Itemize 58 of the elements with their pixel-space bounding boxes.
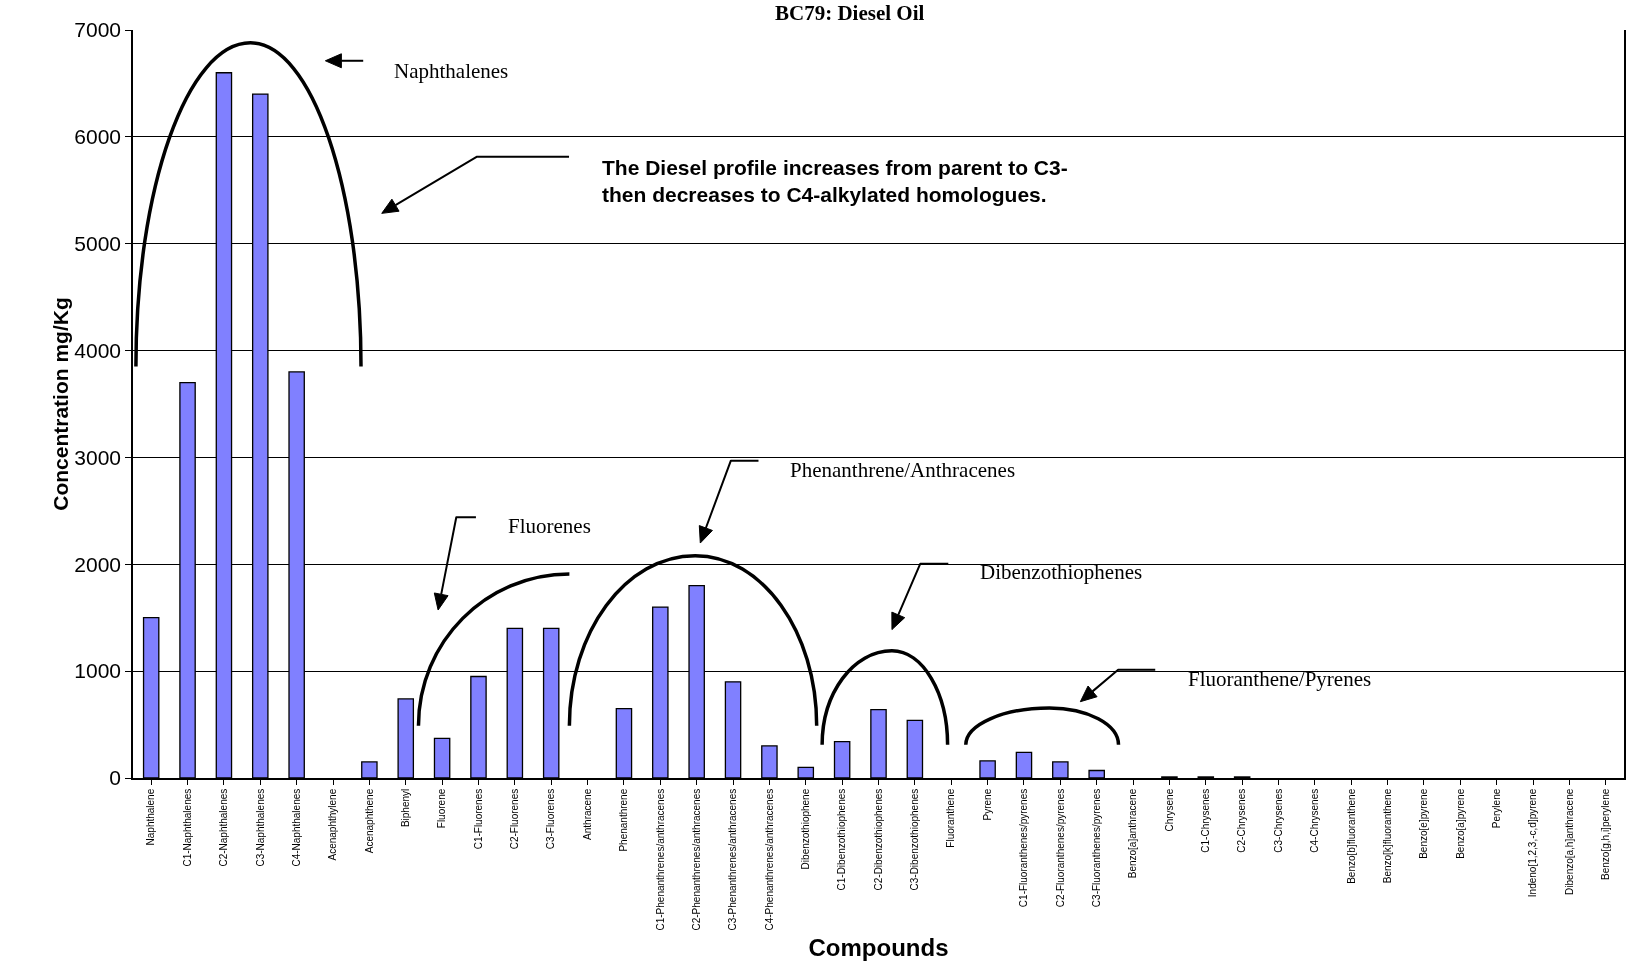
x-tick-label: Naphthalene [145, 788, 157, 846]
x-tick-label: Dibenzothiophene [800, 788, 812, 870]
x-tick-label: Dibenzo[a,h]anthracene [1563, 788, 1575, 895]
y-tick-label: 7000 [74, 18, 122, 42]
x-tick-label: Indeno[1,2,3,-c,d]pyrene [1527, 788, 1539, 898]
y-tick-label: 5000 [74, 232, 122, 256]
x-tick-label: C3-Phenanthrenes/anthracenes [727, 788, 739, 931]
y-tick-label: 2000 [74, 552, 122, 576]
x-tick-label: C1-Fluoranthenes/pyrenes [1018, 788, 1030, 908]
annotation: Fluorenes [508, 514, 591, 538]
x-tick-label: C2-Fluoranthenes/pyrenes [1054, 788, 1066, 908]
x-tick-label: Fluoranthene [945, 788, 957, 848]
x-tick-label: Benzo[b]fluoranthene [1345, 788, 1357, 884]
y-axis-title: Concentration mg/Kg [49, 297, 73, 511]
x-tick-label: Chrysene [1163, 788, 1175, 832]
annotation: Dibenzothiophenes [980, 560, 1143, 584]
x-tick-label: Phenanthrene [618, 788, 630, 852]
y-tick-label: 3000 [74, 445, 122, 469]
x-tick-label: C4-Naphthalenes [290, 788, 302, 867]
y-tick-label: 0 [109, 766, 122, 790]
x-tick-label: Anthracene [581, 788, 593, 840]
annotation: Naphthalenes [394, 59, 509, 83]
x-tick-label: C4-Phenanthrenes/anthracenes [763, 788, 775, 931]
chart-title: BC79: Diesel Oil [775, 0, 925, 25]
x-tick-label: C2-Fluorenes [509, 788, 521, 850]
annotation: Fluoranthene/Pyrenes [1188, 667, 1372, 691]
y-tick-label: 6000 [74, 125, 122, 149]
x-tick-label: Biphenyl [399, 788, 411, 828]
x-tick-label: C1-Dibenzothiophenes [836, 788, 848, 891]
x-tick-label: C2-Naphthalenes [218, 788, 230, 867]
x-tick-label: Fluorene [436, 788, 448, 829]
x-axis-title: Compounds [808, 934, 949, 962]
x-tick-label: C3-Fluorenes [545, 788, 557, 850]
x-tick-label: C3-Naphthalenes [254, 788, 266, 867]
x-tick-label: Pyrene [981, 788, 993, 821]
x-tick-label: C3-Dibenzothiophenes [909, 788, 921, 891]
x-tick-label: C4-Chrysenes [1309, 788, 1321, 853]
x-tick-label: C1-Naphthalenes [181, 788, 193, 867]
x-tick-label: Benzo[e]pyrene [1418, 788, 1430, 859]
y-tick-label: 4000 [74, 338, 122, 362]
y-tick-label: 1000 [74, 659, 122, 683]
x-tick-label: Benzo[g,h,i]perylene [1600, 788, 1612, 880]
x-tick-label: C1-Fluorenes [472, 788, 484, 850]
x-tick-label: C3-Fluoranthenes/pyrenes [1090, 788, 1102, 908]
x-tick-label: Perylene [1490, 788, 1502, 829]
x-tick-label: C2-Phenanthrenes/anthracenes [690, 788, 702, 931]
x-tick-label: Acenaphthene [363, 788, 375, 854]
x-tick-label: C3-Chrysenes [1272, 788, 1284, 853]
x-tick-label: Benzo[k]fluoranthene [1381, 788, 1393, 884]
x-tick-label: Benzo[a]pyrene [1454, 788, 1466, 859]
annotation: The Diesel profile increases from parent to C3- then decreases to C4-alkylated homologues. [602, 156, 1068, 207]
x-tick-label: C1-Chrysenes [1200, 788, 1212, 853]
x-tick-label: C2-Chrysenes [1236, 788, 1248, 853]
x-tick-label: C1-Phenanthrenes/anthracenes [654, 788, 666, 931]
x-tick-label: Acenaphthylene [327, 788, 339, 861]
annotation: Phenanthrene/Anthracenes [790, 458, 1016, 482]
x-tick-label: Benzo[a]anthracene [1127, 788, 1139, 879]
x-tick-label: C2-Dibenzothiophenes [872, 788, 884, 891]
